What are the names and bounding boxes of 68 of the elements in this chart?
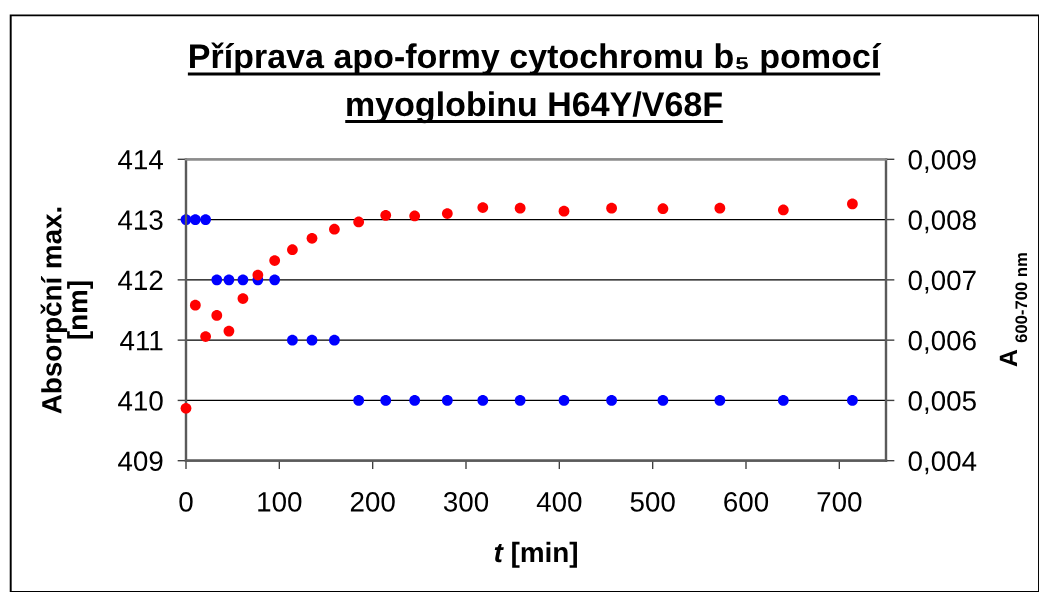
x-tick-label: 700 xyxy=(817,491,862,512)
y2-tick-label: 0,007 xyxy=(908,270,976,294)
point xyxy=(657,203,669,215)
point xyxy=(714,395,726,406)
y2-tick-label: 0,005 xyxy=(908,391,976,415)
point xyxy=(558,395,570,406)
point xyxy=(380,209,392,221)
y2-tick-label: 0,008 xyxy=(908,210,976,234)
point xyxy=(777,395,789,406)
point xyxy=(269,274,281,286)
point xyxy=(252,269,264,281)
point xyxy=(200,214,211,225)
point xyxy=(409,210,421,222)
x-tick-label: 0 xyxy=(179,491,193,512)
point xyxy=(189,214,201,225)
y-tick-label: 413 xyxy=(118,210,163,230)
y2-tick-label: 0,009 xyxy=(908,149,976,173)
point xyxy=(380,395,392,406)
y2-tick-label: 0,004 xyxy=(908,451,977,475)
y-tick-label: 409 xyxy=(118,451,163,472)
point xyxy=(441,208,453,219)
point xyxy=(269,255,281,266)
point xyxy=(477,202,489,213)
point xyxy=(847,395,858,406)
point xyxy=(514,395,526,406)
point xyxy=(657,395,669,406)
point xyxy=(223,325,235,337)
x-tick-label: 100 xyxy=(258,491,302,512)
chart-title: Příprava apo-formy cytochromu b₅ pomocí myoglobinu H64Y/V68F xyxy=(190,42,882,124)
point xyxy=(329,223,340,235)
y2-tick-label: 0,006 xyxy=(908,330,976,354)
point xyxy=(847,198,858,210)
y-tick-label: 414 xyxy=(118,150,163,170)
point xyxy=(558,205,570,217)
point xyxy=(409,395,421,406)
point xyxy=(180,402,192,414)
point xyxy=(211,310,223,321)
point xyxy=(329,334,340,346)
x-tick-label: 500 xyxy=(630,491,675,512)
point xyxy=(237,274,249,286)
x-tick-label: 300 xyxy=(443,491,489,512)
y-tick-label: 410 xyxy=(118,391,163,411)
point xyxy=(714,202,726,214)
point xyxy=(606,395,617,406)
x-tick-label: 600 xyxy=(724,491,769,512)
point xyxy=(237,293,249,304)
point xyxy=(306,334,318,346)
point xyxy=(223,274,235,286)
point xyxy=(287,244,298,256)
point xyxy=(777,204,789,216)
y2-axis-title: A 600-700 nm xyxy=(999,253,1028,367)
y-tick-label: 411 xyxy=(120,331,163,351)
point xyxy=(306,232,318,244)
x-tick-label: 400 xyxy=(536,491,582,512)
point xyxy=(353,395,365,406)
point xyxy=(189,299,201,311)
point xyxy=(606,202,617,214)
x-axis-title: t [min] xyxy=(494,541,577,568)
point xyxy=(200,331,211,342)
point xyxy=(211,274,223,286)
y-tick-label: 412 xyxy=(118,270,163,290)
x-tick-label: 200 xyxy=(350,491,395,512)
point xyxy=(287,334,298,346)
point xyxy=(514,202,526,214)
point xyxy=(353,216,365,228)
y-axis-title: Absorpční max. [nm] xyxy=(40,207,93,414)
point xyxy=(477,395,489,406)
point xyxy=(441,395,453,406)
